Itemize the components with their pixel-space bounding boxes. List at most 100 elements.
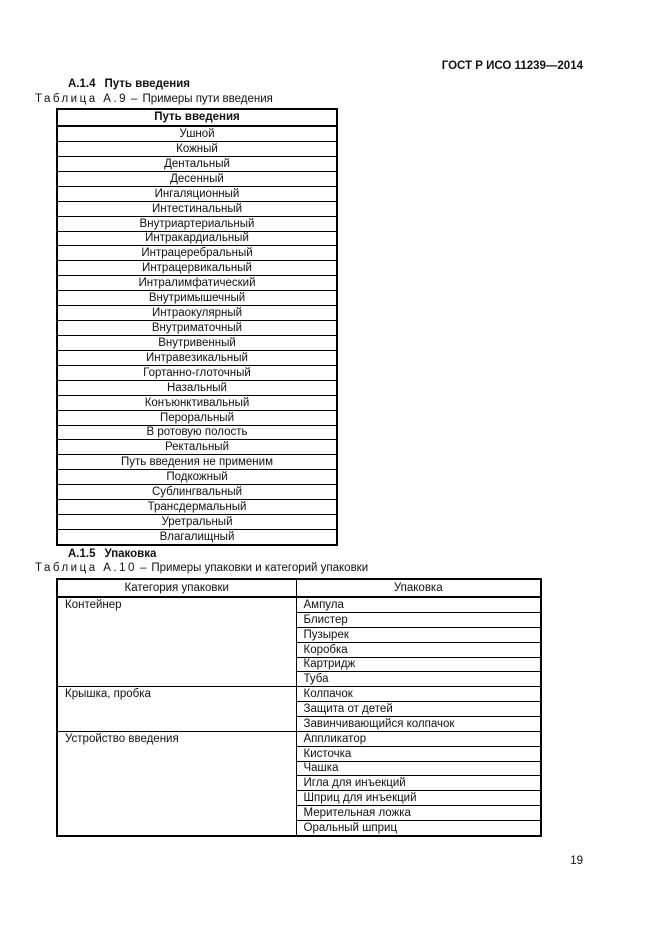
route-cell: Влагалищный [56,528,338,546]
table-row: Уретральный [56,514,338,530]
packaging-item-cell: Туба [295,671,542,688]
packaging-item-cell: Мерительная ложка [295,805,542,821]
table-row: Назальный [56,379,338,396]
table-row: Ушной [56,125,338,143]
table-row: Подкожный [56,469,338,486]
route-cell: Ушной [56,125,338,143]
table-row: Конъюнктивальный [56,394,338,411]
packaging-item-cell: Игла для инъекций [295,775,542,792]
caption-text: Примеры пути введения [142,93,273,105]
table-a10-caption: Таблица А.10– Примеры упаковки и категори… [35,562,368,574]
table-row: Интрацервикальный [56,260,338,277]
section-heading-a1-5: А.1.5 Упаковка [68,548,156,560]
route-table-header: Путь введения [57,109,337,127]
route-cell: Внутриартериальный [56,215,338,232]
table-row: Интралимфатический [56,275,338,292]
route-cell: Внутриматочный [56,320,338,336]
table-row: Внутримышечный [56,290,338,307]
table-row: Внутриматочный [56,320,338,336]
route-cell: В ротовую полость [56,424,338,441]
route-cell: Гортанно-глоточный [56,364,338,381]
section-number: А.1.5 [68,548,96,560]
route-cell: Интракардиальный [56,230,338,247]
packaging-item-cell: Аппликатор [295,730,542,747]
table-a9-caption: Таблица А.9– Примеры пути введения [35,93,273,105]
packaging-item-cell: Защита от детей [295,701,542,717]
packaging-category-cell: Контейнер [56,596,297,688]
route-cell: Кожный [56,140,338,157]
caption-dash: – [139,562,147,574]
route-of-administration-table: Путь введения Ушной Кожный Дентальный Десен… [56,108,338,546]
section-number: А.1.4 [68,78,96,90]
packaging-item-cell: Шприц для инъекций [295,790,542,807]
route-cell: Интрацервикальный [56,260,338,277]
table-row: Десенный [56,170,338,187]
table-row: Внутривенный [56,334,338,351]
table-header-row: Путь введения [57,109,337,127]
section-title: Путь введения [104,78,191,90]
table-row: Ингаляционный [56,185,338,202]
table-row: Интракардиальный [56,230,338,247]
route-cell: Интрацеребральный [56,245,338,262]
packaging-item-cell: Колпачок [295,686,542,703]
route-cell: Ректальный [56,439,338,456]
table-row: Мерительная ложка [57,805,542,821]
table-row: Интраокулярный [56,305,338,322]
page-header: ГОСТ Р ИСО 11239—2014 [441,60,583,72]
section-title: Упаковка [104,548,157,560]
route-cell: Подкожный [56,469,338,486]
caption-label: Таблица А.10 [35,562,137,574]
table-row: Дентальный [56,155,338,172]
table-row: Пероральный [56,409,338,426]
table-row: Устройство введения Аппликатор [56,730,542,837]
table-row: Крышка, пробка Колпачок [56,686,542,732]
packaging-category-cell: Устройство введения [56,730,297,837]
caption-label: Таблица А.9 [35,93,129,105]
route-cell: Уретральный [56,514,338,530]
route-cell: Путь введения не применим [56,454,338,471]
packaging-category-cell: Крышка, пробка [56,686,297,732]
route-cell: Внутривенный [56,334,338,351]
packaging-item-cell: Пузырек [295,626,542,643]
route-cell: Интралимфатический [56,275,338,292]
table-row: Интравезикальный [56,349,338,366]
route-cell: Трансдермальный [56,499,338,516]
table-row: Ректальный [56,439,338,456]
page-number: 19 [570,855,583,867]
route-cell: Конъюнктивальный [56,394,338,411]
route-cell: Десенный [56,170,338,187]
route-table-body: Ушной Кожный Дентальный Десенный Ингаляционн… [56,125,338,546]
table-row: Контейнер Ампула [56,596,542,688]
packaging-header: Упаковка [295,578,542,598]
packaging-table: Категория упаковки Упаковка Контейнер Амп… [56,578,542,837]
packaging-item-cell: Завинчивающийся колпачок [295,715,542,732]
table-row: Трансдермальный [56,499,338,516]
route-cell: Внутримышечный [56,290,338,307]
section-heading-a1-4: А.1.4 Путь введения [68,78,190,90]
caption-text: Примеры упаковки и категорий упаковки [151,562,369,574]
route-cell: Интраокулярный [56,305,338,322]
table-row: Интрацеребральный [56,245,338,262]
packaging-item-cell: Картридж [295,656,542,673]
table-row: Интестинальный [56,200,338,217]
table-row: Влагалищный [56,528,338,546]
packaging-category-header: Категория упаковки [56,578,297,598]
packaging-item-cell: Ампула [295,596,542,613]
route-cell: Назальный [56,379,338,396]
table-header-row: Категория упаковки Упаковка [56,578,542,598]
route-cell: Пероральный [56,409,338,426]
route-cell: Дентальный [56,155,338,172]
route-cell: Ингаляционный [56,185,338,202]
route-cell: Интравезикальный [56,349,338,366]
packaging-item-cell: Коробка [295,641,542,658]
table-row: Путь введения не применим [56,454,338,471]
table-row: Гортанно-глоточный [56,364,338,381]
table-row: Кожный [56,140,338,157]
packaging-item-cell: Блистер [295,611,542,628]
table-row: Сублингвальный [56,484,338,501]
packaging-table-body: Контейнер Ампула Блистер Пузырек Коробка Карт… [56,596,542,837]
packaging-item-cell: Оральный шприц [295,819,542,837]
route-cell: Интестинальный [56,200,338,217]
route-cell: Сублингвальный [56,484,338,501]
